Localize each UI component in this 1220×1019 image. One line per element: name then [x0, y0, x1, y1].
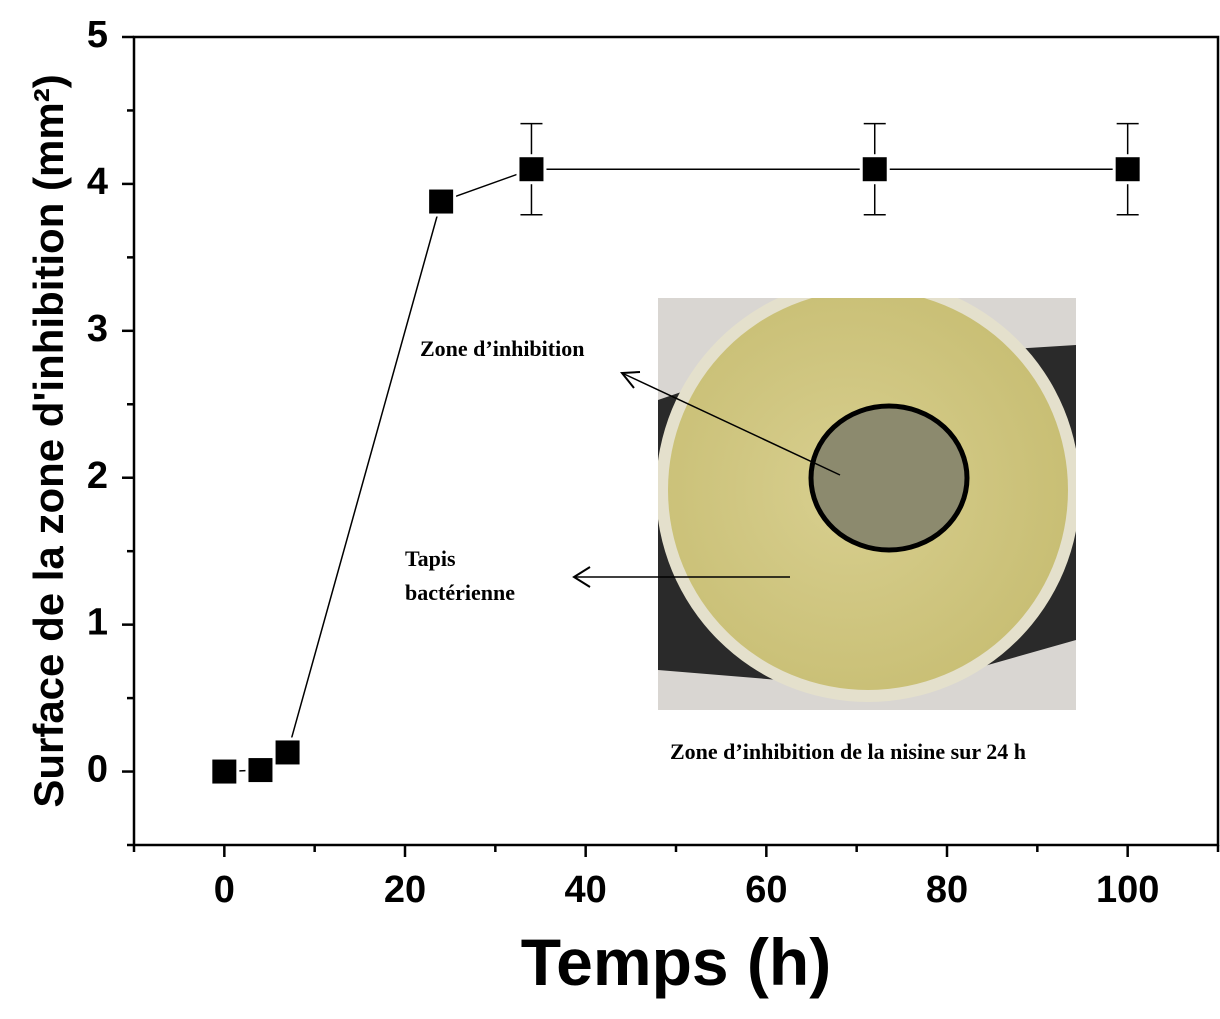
data-point [516, 154, 547, 185]
data-point [272, 737, 303, 768]
y-axis-title: Surface de la zone d'inhibition (mm²) [25, 74, 72, 807]
x-tick-label: 80 [926, 869, 968, 911]
y-tick-label: 1 [87, 602, 108, 644]
x-axis-title: Temps (h) [521, 925, 831, 999]
data-point [426, 186, 457, 217]
data-point [1112, 154, 1143, 185]
inset-photo [658, 298, 1076, 710]
x-tick-label: 40 [565, 869, 607, 911]
arrow [621, 372, 841, 476]
y-tick-label: 3 [87, 308, 108, 350]
y-tick-label: 2 [87, 455, 108, 497]
y-tick-label: 4 [87, 161, 108, 203]
inset-label: Zone d’inhibition [420, 336, 584, 361]
y-tick-label: 5 [87, 14, 108, 56]
inset-caption: Zone d’inhibition de la nisine sur 24 h [670, 739, 1026, 764]
inset-label: Tapis [405, 546, 456, 571]
data-point [245, 755, 276, 786]
x-tick-label: 20 [384, 869, 426, 911]
arrow-head [620, 371, 641, 389]
inset-label: bactérienne [405, 580, 515, 605]
x-tick-label: 60 [745, 869, 787, 911]
x-tick-label: 100 [1096, 869, 1159, 911]
x-tick-label: 0 [214, 869, 235, 911]
data-point [209, 756, 240, 787]
arrow-head [572, 566, 591, 588]
data-point [859, 154, 890, 185]
y-tick-label: 0 [87, 749, 108, 791]
